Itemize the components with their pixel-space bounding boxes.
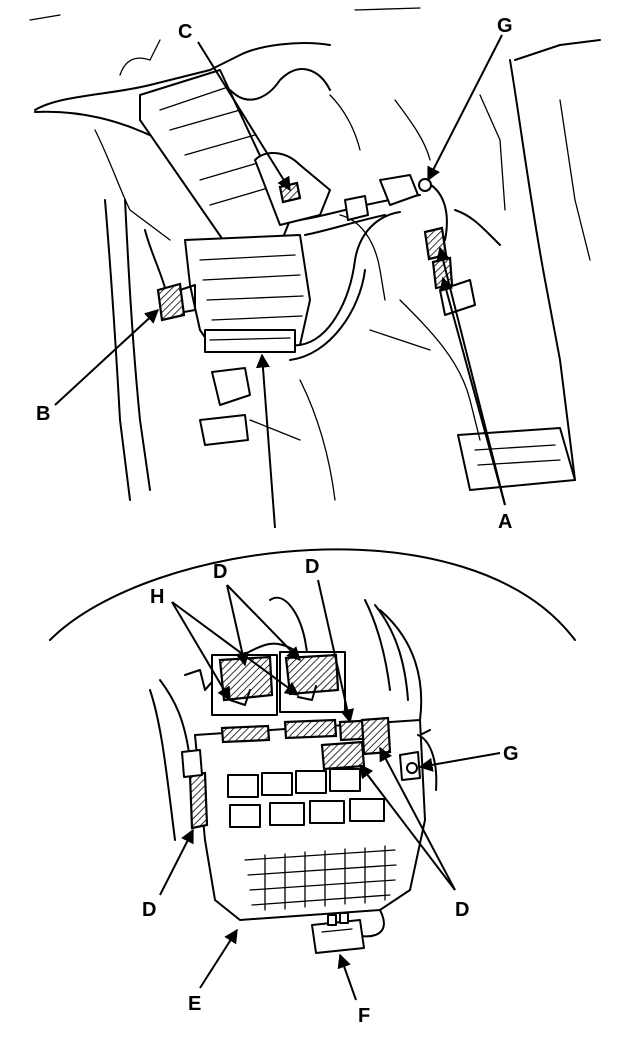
top-leader-lines (54, 34, 506, 529)
callout-e: E (188, 993, 201, 1015)
callout-d-top-left: D (213, 561, 227, 583)
dashboard-overview (29, 7, 601, 501)
fuse-row-lower (229, 798, 385, 828)
detail-callouts: H D D G D D E F (142, 556, 519, 1027)
top-callouts: C G B A (36, 15, 513, 533)
callout-a: A (498, 511, 512, 533)
callout-b: B (36, 403, 50, 425)
callout-f: F (358, 1005, 370, 1027)
callout-h: H (150, 586, 164, 608)
callout-c: C (178, 21, 192, 43)
fuse-box-vents (244, 845, 397, 911)
fuse-row-upper (227, 768, 361, 798)
callout-d-right: D (455, 899, 469, 921)
detail-view-arc (49, 548, 576, 641)
callout-d-left: D (142, 899, 156, 921)
callout-g-detail: G (503, 743, 519, 765)
callout-d-top-right: D (305, 556, 319, 578)
callout-g-top: G (497, 15, 513, 37)
detail-leader-lines (159, 579, 501, 1001)
